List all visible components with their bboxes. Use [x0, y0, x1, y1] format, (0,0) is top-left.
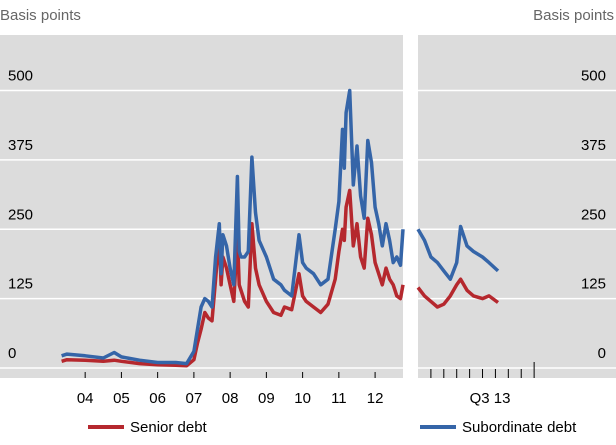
y-tick-label: 125: [581, 276, 606, 293]
plot-bg-right: [418, 35, 616, 378]
x-tick-label: 09: [258, 390, 275, 407]
y-axis-label: Basis points: [533, 7, 614, 24]
legend-label: Senior debt: [130, 419, 208, 436]
y-tick-label: 125: [8, 276, 33, 293]
y-tick-label: 250: [8, 206, 33, 223]
y-tick-label: 0: [598, 345, 606, 362]
y-tick-label: 0: [8, 345, 16, 362]
y-tick-label: 375: [8, 137, 33, 154]
series-line: [416, 224, 500, 281]
x-tick-label: 06: [149, 390, 166, 407]
x-tick-label: 05: [113, 390, 130, 407]
y-tick-label: 250: [581, 206, 606, 223]
series-line: [416, 277, 500, 309]
y-tick-label: 500: [581, 68, 606, 85]
x-tick-label: 07: [186, 390, 203, 407]
x-tick-label: 12: [367, 390, 384, 407]
series-line: [61, 188, 405, 368]
y-tick-label: 500: [8, 68, 33, 85]
x-tick-label: 08: [222, 390, 239, 407]
x-tick-label: 10: [294, 390, 311, 407]
x-tick-label: 04: [77, 390, 94, 407]
y-axis-label: Basis points: [0, 7, 81, 24]
series-line: [61, 88, 405, 366]
x-axis-label: Q3 13: [470, 390, 511, 407]
x-tick-label: 11: [331, 390, 347, 407]
y-tick-label: 375: [581, 137, 606, 154]
legend-label: Subordinate debt: [462, 419, 577, 436]
